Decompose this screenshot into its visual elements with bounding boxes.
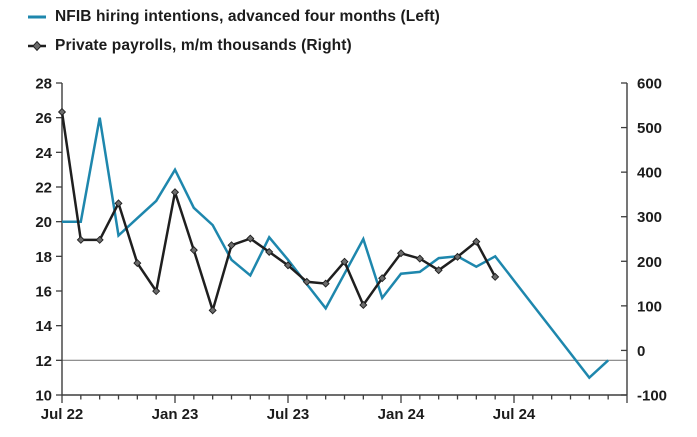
svg-text:12: 12	[35, 353, 52, 370]
svg-text:26: 26	[35, 110, 52, 127]
svg-text:14: 14	[35, 318, 52, 335]
chart-legend: NFIB hiring intentions, advanced four mo…	[28, 6, 440, 57]
svg-text:Jul 23: Jul 23	[267, 406, 310, 423]
svg-text:16: 16	[35, 284, 52, 301]
x-axis: Jul 22 Jan 23 Jul 23 Jan 24 Jul 24	[41, 395, 628, 423]
svg-text:600: 600	[637, 76, 662, 93]
nfib-line-series	[62, 117, 610, 380]
svg-text:0: 0	[637, 343, 645, 360]
svg-text:200: 200	[637, 254, 662, 271]
axes	[61, 83, 628, 396]
svg-text:10: 10	[35, 388, 52, 405]
right-axis: -100 0 100 200 300 400 500 600	[621, 76, 667, 405]
svg-text:Jul 22: Jul 22	[41, 406, 84, 423]
svg-text:22: 22	[35, 180, 52, 197]
svg-text:100: 100	[637, 298, 662, 315]
svg-text:500: 500	[637, 120, 662, 137]
legend-item-nfib: NFIB hiring intentions, advanced four mo…	[28, 6, 440, 28]
svg-text:-100: -100	[637, 388, 667, 405]
svg-text:24: 24	[35, 145, 52, 162]
svg-text:18: 18	[35, 249, 52, 266]
nfib-line-swatch-icon	[28, 15, 46, 19]
svg-text:300: 300	[637, 209, 662, 226]
svg-text:Jan 24: Jan 24	[378, 406, 425, 423]
svg-text:Jul 24: Jul 24	[493, 406, 536, 423]
legend-label-payrolls: Private payrolls, m/m thousands (Right)	[55, 37, 352, 54]
svg-text:400: 400	[637, 165, 662, 182]
payrolls-line-series	[57, 107, 500, 315]
payrolls-line-diamond-swatch-icon	[28, 40, 46, 52]
svg-text:20: 20	[35, 214, 52, 231]
left-axis: 10 12 14 16 18 20 22 24 26 28	[35, 76, 62, 405]
svg-text:28: 28	[35, 76, 52, 93]
legend-item-payrolls: Private payrolls, m/m thousands (Right)	[28, 35, 440, 57]
svg-text:Jan 23: Jan 23	[152, 406, 199, 423]
legend-label-nfib: NFIB hiring intentions, advanced four mo…	[55, 8, 440, 25]
